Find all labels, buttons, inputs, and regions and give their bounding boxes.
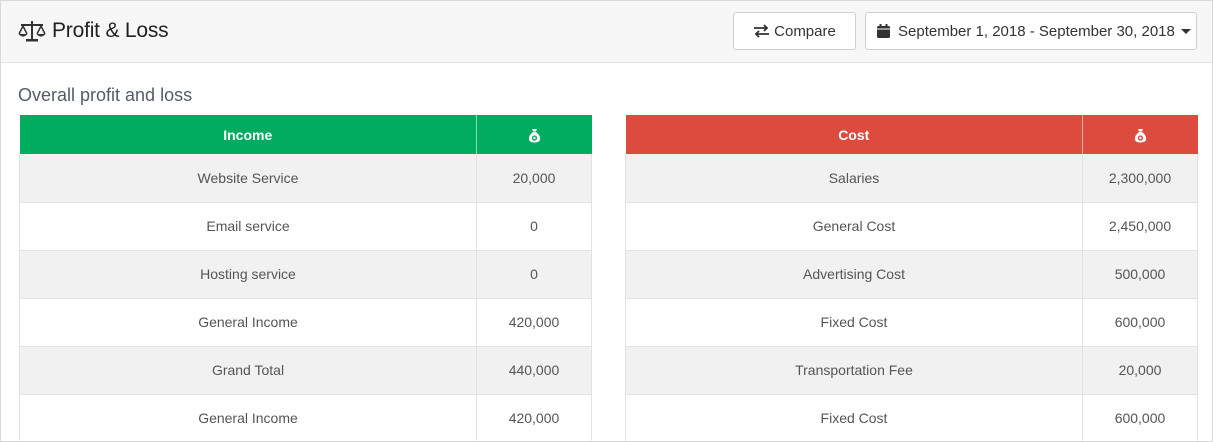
title-wrap: Profit & Loss [18, 19, 169, 43]
exchange-icon [754, 24, 770, 38]
row-label: Email service [19, 202, 477, 251]
row-label: Grand Total [19, 346, 477, 395]
date-range-picker[interactable]: September 1, 2018 - September 30, 2018 [865, 12, 1197, 50]
table-row: Advertising Cost 500,000 [625, 250, 1198, 299]
income-amount-header [476, 115, 592, 154]
calendar-icon [877, 24, 890, 38]
balance-scale-icon [18, 21, 46, 42]
money-bag-icon [1134, 128, 1146, 143]
row-amount: 500,000 [1082, 250, 1198, 299]
money-bag-icon [528, 128, 540, 143]
compare-button[interactable]: Compare [733, 12, 856, 50]
row-amount: 20,000 [476, 154, 592, 203]
row-amount: 600,000 [1082, 298, 1198, 347]
table-row: Salaries 2,300,000 [625, 154, 1198, 203]
table-row: Grand Total 440,000 [19, 346, 592, 395]
table-row: Transportation Fee 20,000 [625, 346, 1198, 395]
row-amount: 2,450,000 [1082, 202, 1198, 251]
table-row: Website Service 20,000 [19, 154, 592, 203]
table-row: Hosting service 0 [19, 250, 592, 299]
row-amount: 600,000 [1082, 394, 1198, 441]
row-amount: 0 [476, 250, 592, 299]
row-amount: 2,300,000 [1082, 154, 1198, 203]
row-label: General Income [19, 394, 477, 441]
income-header: Income [19, 115, 477, 154]
row-amount: 440,000 [476, 346, 592, 395]
table-row: Fixed Cost 600,000 [625, 394, 1198, 441]
table-row: General Income 420,000 [19, 394, 592, 441]
income-table: Income Website Service 20,000 Email servic… [19, 115, 592, 441]
table-row: Fixed Cost 600,000 [625, 298, 1198, 347]
row-label: Fixed Cost [625, 394, 1083, 441]
panel-header: Profit & Loss Compare September 1, 2018 … [1, 1, 1212, 63]
row-amount: 420,000 [476, 394, 592, 441]
row-label: Hosting service [19, 250, 477, 299]
cost-table: Cost Salaries 2,300,000 General Cost 2,450,… [625, 115, 1198, 441]
row-label: Advertising Cost [625, 250, 1083, 299]
caret-down-icon [1180, 28, 1191, 34]
row-amount: 0 [476, 202, 592, 251]
section-title: Overall profit and loss [18, 85, 193, 105]
row-label: General Cost [625, 202, 1083, 251]
cost-header: Cost [625, 115, 1083, 154]
cost-amount-header [1082, 115, 1198, 154]
cost-header-row: Cost [625, 115, 1198, 154]
row-amount: 420,000 [476, 298, 592, 347]
compare-label: Compare [774, 22, 836, 40]
row-label: Transportation Fee [625, 346, 1083, 395]
row-label: General Income [19, 298, 477, 347]
table-row: Email service 0 [19, 202, 592, 251]
row-label: Fixed Cost [625, 298, 1083, 347]
date-range-label: September 1, 2018 - September 30, 2018 [898, 22, 1175, 40]
row-label: Salaries [625, 154, 1083, 203]
table-row: General Income 420,000 [19, 298, 592, 347]
row-label: Website Service [19, 154, 477, 203]
page-title: Profit & Loss [52, 19, 169, 42]
table-row: General Cost 2,450,000 [625, 202, 1198, 251]
row-amount: 20,000 [1082, 346, 1198, 395]
income-header-row: Income [19, 115, 592, 154]
